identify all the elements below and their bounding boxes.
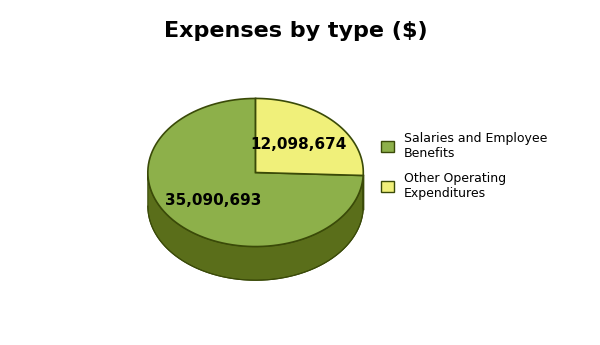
Polygon shape: [148, 172, 363, 280]
Legend: Salaries and Employee
Benefits, Other Operating
Expenditures: Salaries and Employee Benefits, Other Op…: [376, 127, 552, 205]
Text: 35,090,693: 35,090,693: [164, 193, 261, 208]
Text: Expenses by type ($): Expenses by type ($): [164, 21, 428, 41]
Polygon shape: [148, 98, 363, 247]
Polygon shape: [256, 98, 363, 176]
Text: 12,098,674: 12,098,674: [250, 137, 346, 152]
